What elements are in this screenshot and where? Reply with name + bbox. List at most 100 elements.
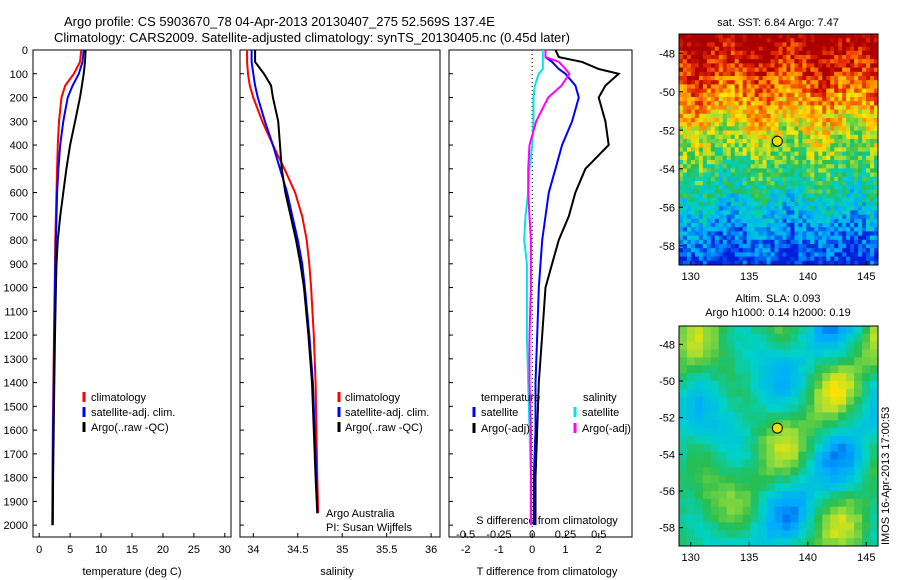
map-cell — [718, 92, 724, 98]
map-cell — [750, 538, 759, 547]
map-cell — [734, 522, 744, 531]
map-cell — [679, 139, 684, 144]
map-cell — [874, 143, 879, 148]
map-cell — [814, 50, 819, 56]
map-cell — [730, 189, 736, 194]
map-cell — [742, 341, 752, 350]
map-cell — [854, 147, 859, 152]
map-cell — [778, 46, 783, 52]
map-cell — [822, 59, 827, 64]
map-cell — [726, 130, 732, 136]
map-cell — [750, 42, 756, 47]
map-cell — [866, 59, 871, 64]
map-cell — [794, 71, 799, 77]
map-cell — [734, 151, 740, 157]
map-cell — [702, 326, 712, 335]
map-cell — [818, 164, 823, 169]
map-cell — [686, 67, 692, 73]
map-cell — [866, 113, 871, 119]
map-cell — [798, 420, 807, 429]
map-cell — [718, 168, 724, 173]
map-cell — [798, 55, 803, 60]
map-cell — [850, 227, 855, 232]
map-cell — [870, 38, 875, 43]
map-cell — [758, 42, 763, 47]
map-cell — [762, 197, 767, 203]
map-cell — [826, 172, 831, 178]
map-cell — [730, 218, 736, 224]
map-cell — [718, 214, 724, 220]
map-cell — [862, 420, 871, 429]
map-cell — [778, 122, 783, 127]
map-cell — [726, 451, 736, 460]
map-cell — [846, 109, 851, 115]
map-cell — [774, 126, 779, 131]
map-cell — [710, 459, 720, 468]
map-cell — [814, 381, 823, 390]
map-cell — [786, 223, 791, 228]
map-cell — [782, 50, 787, 56]
map-cell — [810, 256, 815, 262]
map-cell — [698, 151, 704, 157]
map-cell — [786, 50, 791, 56]
map-cell — [858, 239, 863, 245]
map-cell — [694, 341, 704, 350]
map-cell — [838, 197, 843, 203]
map-cell — [850, 202, 855, 207]
map-cell — [710, 55, 716, 60]
map-cell — [690, 97, 696, 102]
map-cell — [790, 109, 795, 115]
map-cell — [838, 349, 847, 358]
map-cell — [706, 189, 712, 194]
map-cell — [810, 172, 815, 178]
map-cell — [738, 260, 744, 266]
map-cell — [750, 260, 756, 266]
map-cell — [746, 155, 752, 161]
map-cell — [758, 357, 767, 366]
map-cell — [834, 101, 839, 106]
map-cell — [838, 530, 847, 539]
map-cell — [842, 193, 847, 199]
map-cell — [726, 202, 732, 207]
map-cell — [854, 34, 859, 39]
map-cell — [754, 34, 759, 39]
map-cell — [758, 59, 763, 64]
map-cell — [822, 46, 827, 52]
map-cell — [758, 63, 763, 68]
map-cell — [702, 34, 708, 39]
map-cell — [726, 92, 732, 98]
map-cell — [770, 218, 775, 224]
y-tick-label: -48 — [659, 48, 675, 60]
map-cell — [718, 341, 728, 350]
map-cell — [834, 113, 839, 119]
map-cell — [766, 181, 771, 186]
map-cell — [726, 260, 732, 266]
map-cell — [758, 235, 763, 241]
map-cell — [762, 223, 767, 228]
map-cell — [798, 349, 807, 358]
map-cell — [834, 97, 839, 102]
map-cell — [730, 63, 736, 68]
map-cell — [686, 326, 696, 335]
map-cell — [750, 164, 756, 169]
map-cell — [754, 97, 759, 102]
map-cell — [826, 134, 831, 140]
map-cell — [730, 252, 736, 257]
map-cell — [766, 143, 771, 148]
map-cell — [718, 130, 724, 136]
map-cell — [686, 181, 692, 186]
map-cell — [710, 101, 716, 106]
map-cell — [818, 256, 823, 262]
map-cell — [710, 530, 720, 539]
map-cell — [850, 189, 855, 194]
map-cell — [862, 197, 867, 203]
map-cell — [814, 341, 823, 350]
map-cell — [778, 189, 783, 194]
map-cell — [746, 244, 752, 249]
map-cell — [786, 34, 791, 39]
map-cell — [750, 483, 759, 492]
map-cell — [734, 155, 740, 161]
map-cell — [706, 235, 712, 241]
map-cell — [870, 80, 875, 85]
